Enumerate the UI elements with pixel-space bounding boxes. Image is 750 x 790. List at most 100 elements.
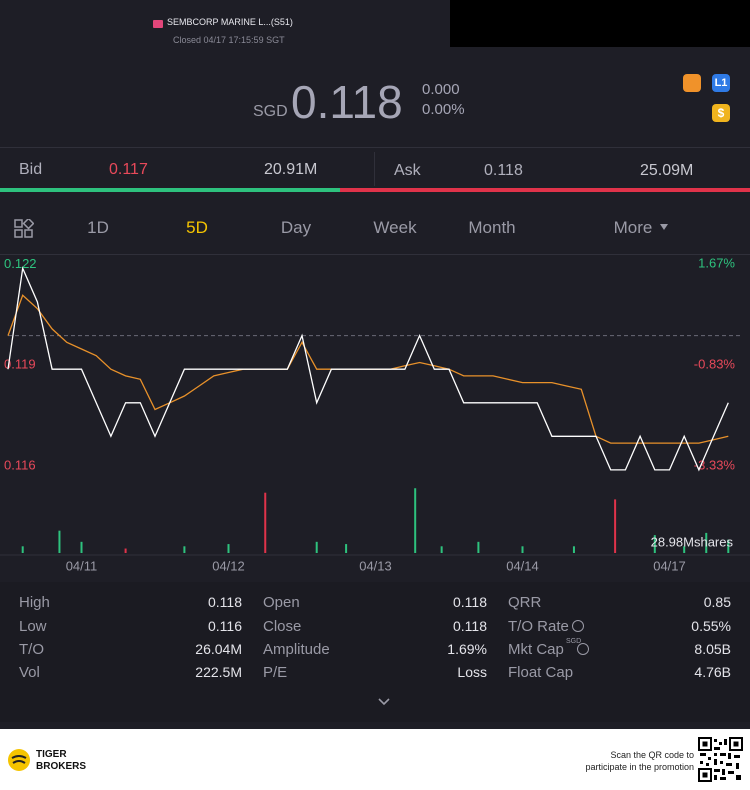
tab[interactable]: 5D bbox=[186, 218, 208, 237]
volume-bar bbox=[521, 546, 524, 553]
stat-value: 0.118 bbox=[208, 594, 242, 610]
stat-value: 222.5M bbox=[195, 664, 242, 680]
tab[interactable]: Month bbox=[468, 218, 516, 237]
brand: BROKERS bbox=[36, 761, 87, 772]
volume-bar bbox=[227, 544, 230, 553]
volume-bar bbox=[80, 541, 83, 553]
x-tick-label: 04/17 bbox=[653, 558, 686, 573]
stat-label: Amplitude bbox=[263, 641, 330, 658]
stat-value: 26.04M bbox=[195, 641, 242, 657]
stat-value: 0.118 bbox=[453, 618, 487, 634]
stat-label: Close bbox=[263, 618, 302, 635]
stat-value: 4.76B bbox=[694, 664, 731, 680]
bid-size: 20.91M bbox=[264, 161, 318, 178]
tab[interactable]: Day bbox=[280, 218, 312, 237]
volume-bar bbox=[727, 539, 730, 553]
tab[interactable]: 1D bbox=[87, 218, 109, 237]
footer bbox=[0, 729, 750, 790]
divider bbox=[374, 152, 375, 186]
dropdown-arrow bbox=[660, 224, 668, 230]
change: 0.000 bbox=[422, 81, 460, 98]
info-icon[interactable] bbox=[572, 620, 584, 632]
info-icon[interactable] bbox=[577, 643, 589, 655]
stat-value: 0.85 bbox=[703, 594, 731, 610]
expand-arrow[interactable] bbox=[377, 697, 391, 707]
chart: 0.122 0.119 0.116 1.67% -0.83% -3.33% 28.98Msh… bbox=[0, 256, 750, 573]
black-region bbox=[450, 0, 750, 47]
ask-price: 0.118 bbox=[484, 162, 523, 179]
stat-value: 0.116 bbox=[208, 618, 242, 634]
x-tick-label: 04/14 bbox=[506, 558, 539, 573]
volume-bar bbox=[614, 499, 617, 553]
volume-bar bbox=[183, 546, 186, 553]
volume-bar bbox=[21, 546, 24, 553]
y2-tick-label: 1.67% bbox=[698, 256, 735, 271]
volume-bar bbox=[58, 530, 61, 553]
promo: Scan the QR code to bbox=[610, 750, 694, 760]
divider bbox=[0, 147, 750, 148]
price-line bbox=[7, 266, 729, 472]
volume-bar bbox=[440, 546, 443, 553]
stat-value: 1.69% bbox=[447, 641, 487, 657]
tab[interactable]: More bbox=[613, 218, 653, 237]
currency: SGD bbox=[253, 103, 288, 120]
stat-value: Loss bbox=[457, 664, 487, 680]
volume-bar bbox=[315, 541, 318, 553]
y-tick-label: 0.116 bbox=[4, 457, 36, 472]
volume-label: 28.98Mshares bbox=[651, 534, 734, 549]
y-tick-label: 0.119 bbox=[4, 357, 36, 372]
ask-size: 25.09M bbox=[640, 162, 694, 179]
promo: participate in the promotion bbox=[585, 762, 694, 772]
bid-label: Bid bbox=[19, 161, 43, 178]
volume-bar bbox=[345, 544, 348, 553]
stat-label: Float Cap bbox=[508, 664, 574, 681]
bid-bar bbox=[0, 188, 340, 192]
stat-value: 0.55% bbox=[691, 618, 731, 634]
dollar-badge[interactable]: $ bbox=[712, 104, 730, 122]
stat-value: 8.05B bbox=[694, 641, 731, 657]
stat-label: High bbox=[19, 594, 50, 611]
volume-bar bbox=[653, 535, 656, 553]
volume-bar bbox=[477, 541, 480, 553]
volume-bar bbox=[414, 488, 417, 553]
market-status: Closed 04/17 17:15:59 SGT bbox=[173, 35, 285, 45]
stat-label: Low bbox=[19, 618, 47, 635]
stat-label: Open bbox=[263, 594, 300, 611]
volume-bar bbox=[683, 546, 686, 553]
stat-label: QRR bbox=[508, 594, 542, 611]
qr-code[interactable] bbox=[698, 737, 743, 782]
stat-value: 0.118 bbox=[453, 594, 487, 610]
unit-superscript: SGD bbox=[566, 638, 582, 645]
layout-icon[interactable] bbox=[14, 219, 34, 239]
stats-panel bbox=[0, 582, 750, 722]
volume-bar bbox=[124, 548, 127, 553]
y-tick-label: 0.122 bbox=[4, 256, 37, 271]
stock-title: SEMBCORP MARINE L...(S51) bbox=[167, 17, 293, 27]
stat-label: T/O bbox=[19, 641, 44, 658]
x-tick-label: 04/11 bbox=[66, 558, 98, 573]
tab[interactable]: Week bbox=[373, 218, 417, 237]
level1-badge[interactable]: L1 bbox=[712, 74, 730, 92]
stat-label: Mkt Cap bbox=[508, 641, 564, 658]
icon[interactable] bbox=[683, 74, 701, 92]
brand: TIGER bbox=[36, 749, 67, 760]
ask-bar bbox=[340, 188, 750, 192]
ask-label: Ask bbox=[394, 162, 421, 179]
divider bbox=[0, 254, 750, 255]
volume-bar bbox=[264, 492, 267, 553]
x-tick-label: 04/13 bbox=[359, 558, 392, 573]
x-tick-label: 04/12 bbox=[212, 558, 245, 573]
stat-label: P/E bbox=[263, 664, 288, 681]
y2-tick-label: -3.33% bbox=[694, 457, 736, 472]
tiger-logo bbox=[8, 749, 30, 771]
price: 0.118 bbox=[291, 76, 403, 128]
bid-price: 0.117 bbox=[109, 161, 148, 178]
stat-label: T/O Rate bbox=[508, 618, 569, 635]
y2-tick-label: -0.83% bbox=[694, 357, 736, 372]
change-pct: 0.00% bbox=[422, 101, 465, 118]
volume-bar bbox=[572, 546, 575, 553]
stat-label: Vol bbox=[19, 664, 40, 681]
market-icon bbox=[153, 20, 163, 28]
volume-bar bbox=[705, 532, 708, 553]
